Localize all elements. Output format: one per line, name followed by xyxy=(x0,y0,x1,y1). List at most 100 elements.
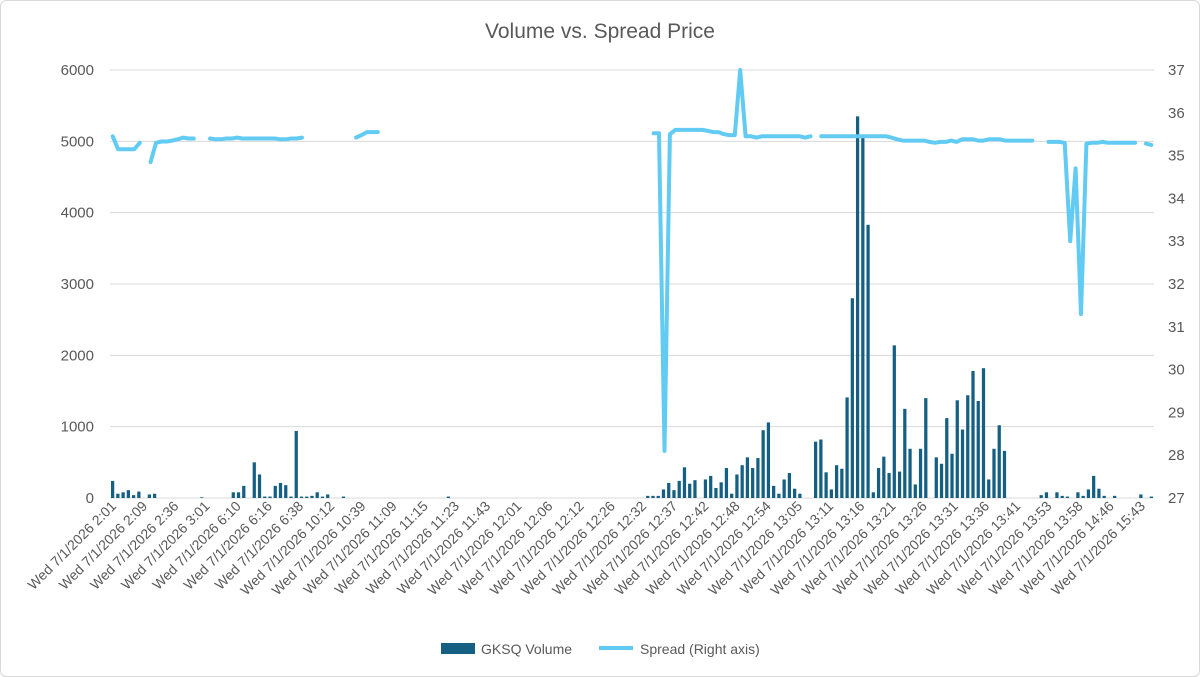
volume-bar xyxy=(200,497,204,498)
volume-bar xyxy=(661,489,666,498)
volume-bar xyxy=(651,495,655,498)
volume-bar xyxy=(840,468,844,498)
volume-bar xyxy=(1076,492,1080,498)
volume-bar xyxy=(284,485,288,498)
volume-bar xyxy=(299,496,304,498)
volume-bar xyxy=(289,496,293,498)
volume-bar xyxy=(110,480,115,498)
volume-bar xyxy=(1044,492,1049,498)
volume-bar xyxy=(829,489,833,498)
volume-bar xyxy=(252,462,256,498)
volume-bar xyxy=(756,458,760,498)
volume-bar xyxy=(934,457,938,498)
volume-bar xyxy=(772,485,776,498)
volume-bar xyxy=(745,457,750,498)
volume-bar xyxy=(152,493,157,498)
volume-bar xyxy=(950,453,954,498)
spread-line-segment xyxy=(208,135,304,142)
volume-bar xyxy=(735,474,739,498)
volume-bar xyxy=(887,473,891,498)
volume-bar xyxy=(1065,496,1070,498)
volume-bar xyxy=(116,493,120,498)
volume-bar xyxy=(730,493,734,498)
volume-bar xyxy=(263,496,267,498)
right-axis-tick-label: 35 xyxy=(1168,148,1185,165)
left-axis-tick-label: 1000 xyxy=(61,419,94,436)
volume-bar xyxy=(682,467,687,498)
volume-bar xyxy=(703,479,708,498)
volume-bar xyxy=(777,493,781,498)
volume-bar xyxy=(315,492,319,498)
gridlines xyxy=(110,69,1154,499)
volume-bar xyxy=(1081,495,1085,498)
volume-bar xyxy=(131,495,136,498)
volume-bar xyxy=(845,397,849,498)
volume-bar xyxy=(1060,495,1064,498)
legend-label-volume: GKSQ Volume xyxy=(481,641,572,657)
left-axis-tick-label: 0 xyxy=(86,490,94,507)
legend-label-spread: Spread (Right axis) xyxy=(640,641,760,657)
volume-bar xyxy=(740,465,744,498)
volume-bar xyxy=(819,439,823,498)
legend-swatch-volume xyxy=(441,643,475,654)
volume-bar xyxy=(866,224,870,498)
volume-bar xyxy=(824,472,828,498)
volume-bar xyxy=(981,368,986,498)
right-axis-tick-label: 36 xyxy=(1168,105,1185,122)
right-axis-tick-label: 34 xyxy=(1168,190,1185,207)
volume-bar xyxy=(798,493,802,498)
volume-bar xyxy=(242,485,246,498)
right-axis-tick-label: 28 xyxy=(1168,447,1185,464)
volume-bar xyxy=(724,468,729,498)
volume-bar xyxy=(813,441,818,498)
volume-bar xyxy=(918,448,923,498)
volume-bar xyxy=(719,482,723,498)
volume-bar xyxy=(861,137,865,498)
volume-bar xyxy=(955,400,959,498)
volume-bar xyxy=(913,484,917,498)
volume-bar xyxy=(850,298,854,498)
right-axis-tick-label: 27 xyxy=(1168,490,1185,507)
volume-bar xyxy=(236,492,241,498)
volume-bar xyxy=(924,398,928,498)
volume-bar xyxy=(446,496,451,498)
volume-bar xyxy=(656,495,660,498)
volume-bar xyxy=(693,480,697,498)
spread-line-segment xyxy=(148,135,196,164)
left-axis-tick-label: 4000 xyxy=(61,205,94,222)
right-axis-tick-label: 30 xyxy=(1168,362,1185,379)
volume-bar xyxy=(147,494,151,498)
right-axis-tick-label: 29 xyxy=(1168,404,1185,421)
volume-bar xyxy=(1092,475,1096,498)
spread-line-segment xyxy=(1046,139,1138,316)
volume-bar xyxy=(310,495,314,498)
volume-bar xyxy=(273,485,277,498)
volume-bar xyxy=(278,483,283,498)
left-axis-tick-label: 2000 xyxy=(61,347,94,364)
volume-bar xyxy=(897,471,902,498)
volume-bar xyxy=(714,488,718,498)
volume-bar xyxy=(268,496,272,498)
spread-line-segment xyxy=(1143,141,1154,147)
right-axis-ticks: 27 28 29 30 31 32 33 34 35 36 37 xyxy=(1168,62,1185,507)
legend: GKSQ Volume Spread (Right axis) xyxy=(441,641,760,657)
spread-line xyxy=(110,68,1154,453)
volume-bar xyxy=(908,448,912,498)
volume-bar xyxy=(751,468,755,498)
volume-bar xyxy=(121,492,125,498)
volume-bar xyxy=(834,465,839,498)
volume-bar xyxy=(966,395,970,498)
volume-bar xyxy=(667,483,671,498)
spread-line-segment xyxy=(110,134,142,152)
volume-bar xyxy=(709,475,713,498)
volume-bar xyxy=(871,492,875,498)
right-axis-tick-label: 31 xyxy=(1168,319,1185,336)
volume-bar xyxy=(766,422,771,498)
volume-bar xyxy=(960,429,965,498)
spread-line-segment xyxy=(819,134,1035,145)
spread-line-segment xyxy=(354,130,380,140)
volume-bar xyxy=(1113,495,1117,498)
volume-bar xyxy=(876,468,881,498)
